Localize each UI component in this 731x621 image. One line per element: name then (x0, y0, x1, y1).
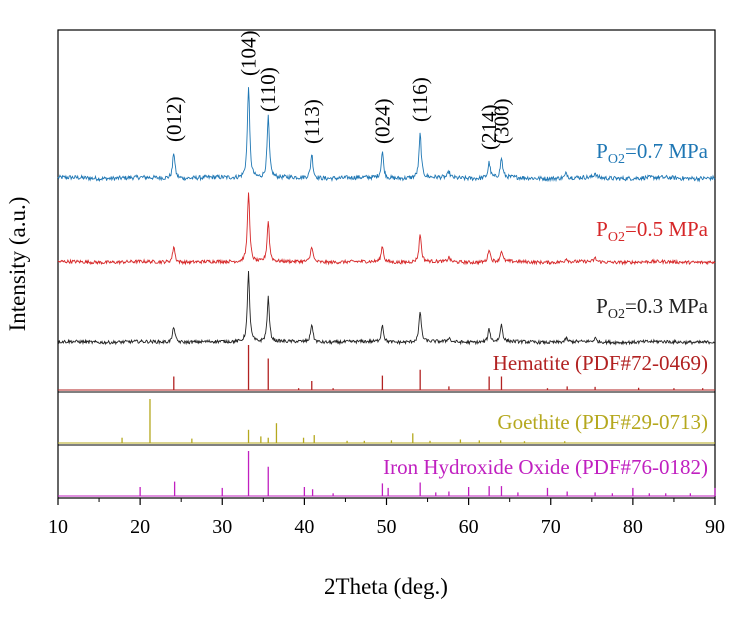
miller-index-label: (024) (370, 99, 394, 145)
x-tick-label: 30 (212, 516, 232, 538)
x-axis-label: 2Theta (deg.) (324, 574, 448, 599)
series-label-main: P (596, 139, 608, 163)
x-tick-label: 40 (294, 516, 314, 538)
series-label: PO2=0.3 MPa (596, 294, 709, 322)
miller-index-labels: (012) (104)(110) (113) (024) (116) (214)(300) (162, 31, 514, 151)
x-tick-label: 80 (623, 516, 643, 538)
series-label-rest: =0.5 MPa (625, 217, 709, 241)
miller-index-label: (113) (300, 99, 324, 144)
series-label: PO2=0.7 MPa (596, 139, 709, 167)
x-tick-label: 60 (459, 516, 479, 538)
x-tick-label: 70 (541, 516, 561, 538)
series-label: PO2=0.5 MPa (596, 217, 709, 245)
series-label-main: P (596, 294, 608, 318)
series-label-sub: O2 (608, 152, 625, 167)
series-label-main: P (596, 217, 608, 241)
miller-index-label: (012) (162, 97, 186, 143)
pattern-series (57, 87, 716, 346)
y-axis-label: Intensity (a.u.) (5, 197, 30, 332)
x-tick-label: 10 (48, 516, 68, 538)
miller-index-label: (104) (237, 31, 261, 77)
reference-label: Iron Hydroxide Oxide (PDF#76-0182) (383, 455, 708, 479)
miller-index-label: (110) (256, 67, 280, 112)
series-label-sub: O2 (608, 307, 625, 322)
reference-labels: Hematite (PDF#72-0469) Goethite (PDF#29-0… (383, 351, 708, 479)
miller-index-label: (214) (477, 105, 501, 151)
x-tick-label: 20 (130, 516, 150, 538)
x-tick-label: 90 (705, 516, 725, 538)
reference-label: Hematite (PDF#72-0469) (493, 351, 708, 375)
miller-index-label: (116) (408, 77, 432, 122)
series-line (57, 271, 716, 346)
series-line (57, 87, 716, 183)
series-label-sub: O2 (608, 230, 625, 245)
series-line (57, 192, 716, 266)
series-label-rest: =0.3 MPa (625, 294, 709, 318)
reference-label: Goethite (PDF#29-0713) (497, 410, 708, 434)
series-label-rest: =0.7 MPa (625, 139, 709, 163)
reference-patterns (58, 345, 716, 497)
x-axis: 10 20 30 40 50 60 70 80 90 (48, 498, 725, 538)
miller-index-label: (300) (490, 99, 514, 145)
x-tick-label: 50 (377, 516, 397, 538)
